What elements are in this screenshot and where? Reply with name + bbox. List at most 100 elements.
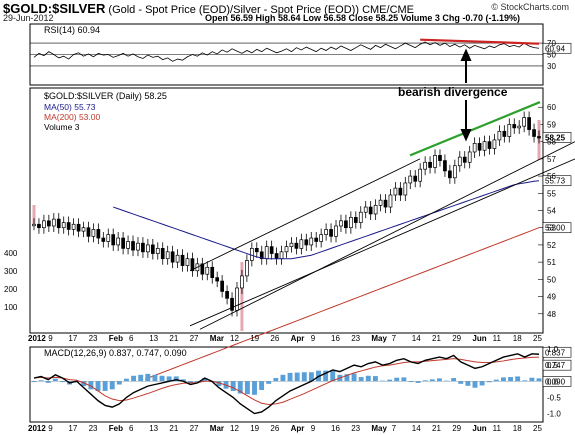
macd-histogram-bar [522, 380, 528, 382]
price-candle [472, 143, 477, 153]
macd-histogram-bar [230, 381, 236, 391]
macd-histogram-bar [351, 373, 357, 382]
price-candle [339, 220, 343, 227]
x-axis-label: Feb [109, 424, 123, 433]
price-candle [289, 242, 294, 247]
price-candle [220, 280, 224, 292]
macd-histogram-bar [180, 379, 186, 382]
date-label: 29-Jun-2012 [3, 13, 54, 23]
x-axis-label: Mar [210, 334, 224, 343]
channel-upper-line [189, 158, 421, 272]
price-candle [37, 223, 41, 229]
price-candle [51, 218, 56, 227]
x-axis-label: 18 [513, 424, 522, 433]
price-tick-label: 52 [547, 241, 556, 250]
price-candle [393, 187, 398, 196]
price-candle [512, 124, 517, 129]
price-candle [462, 156, 467, 163]
x-axis-label: 12 [230, 424, 239, 433]
macd-legend: MACD(12,26,9) 0.837, 0.747, 0.090 [44, 348, 187, 358]
price-candle [433, 155, 437, 168]
x-axis-label: 23 [351, 424, 360, 433]
chart-title: $GOLD:$SILVER (Gold - Spot Price (EOD)/S… [3, 2, 414, 16]
price-candle [230, 297, 234, 311]
price-candle [279, 251, 284, 260]
price-candle [121, 237, 125, 249]
macd-histogram-bar [415, 381, 421, 383]
rsi-badge-value: 60.94 [545, 44, 566, 53]
price-candle [116, 237, 121, 246]
price-candle [205, 266, 210, 275]
macd-histogram-bar [173, 376, 179, 382]
price-badge [542, 175, 572, 187]
price-candle [527, 117, 531, 130]
price-candle [443, 160, 447, 172]
price-tick-label: 58 [547, 138, 556, 147]
volume-bar [240, 262, 244, 331]
macd-histogram-bar [88, 381, 94, 390]
price-candle [358, 211, 363, 223]
trend-channel [189, 101, 575, 330]
price-candle [170, 251, 175, 263]
price-candle [269, 246, 274, 254]
price-legend: $GOLD:$SILVER (Daily) 58.25 [44, 91, 167, 101]
price-candle [185, 258, 190, 266]
price-candle [408, 175, 413, 184]
price-candle [136, 242, 140, 251]
macd-histogram-bar [408, 381, 414, 383]
macd-histogram-bar [145, 373, 151, 382]
x-axis-label: Jun [472, 334, 486, 343]
price-candle [175, 254, 180, 263]
price-tick-label: 49 [547, 293, 556, 302]
price-candle [299, 239, 304, 249]
x-axis-label: 14 [412, 334, 421, 343]
price-candle [111, 234, 116, 246]
x-axis-label: Apr [291, 334, 305, 343]
macd-histogram-bar [195, 381, 201, 383]
x-axis-label: 2012 [28, 424, 46, 433]
price-candle [284, 246, 289, 253]
x-axis-label: Apr [291, 424, 305, 433]
macd-histogram-bar [202, 378, 208, 382]
macd-series: 0.837 0.747 0.090 [31, 346, 572, 415]
volume-legend: Volume 3 [44, 122, 80, 132]
macd-histogram-bar [508, 377, 514, 382]
price-candle [438, 155, 442, 161]
macd-histogram-bar [102, 381, 108, 391]
x-axis-label: 11 [493, 424, 502, 433]
x-axis-label: 11 [493, 334, 502, 343]
price-candle [353, 217, 358, 223]
price-candle [304, 239, 309, 246]
macd-histogram-bar [380, 380, 385, 382]
macd-histogram-bar [529, 377, 535, 382]
macd-signal-line [33, 356, 540, 406]
x-axis-label: 9 [311, 424, 316, 433]
macd-histogram-bar [493, 379, 499, 382]
macd-histogram-bar [81, 381, 87, 387]
price-candle [522, 117, 526, 127]
macd-histogram-bar [330, 370, 336, 382]
price-candle [368, 206, 373, 215]
macd-histogram-bar [216, 381, 222, 387]
price-candle [319, 234, 324, 242]
macd-line [33, 353, 540, 415]
price-candle [32, 223, 36, 227]
x-axis-label: 21 [169, 334, 178, 343]
x-axis-label: 9 [311, 334, 316, 343]
rsi-divergence-line [420, 38, 540, 45]
macd-histogram-bar [500, 377, 506, 382]
price-candle [160, 248, 165, 260]
x-axis-label: Mar [210, 424, 224, 433]
macd-histogram-bar [458, 381, 464, 384]
macd-histogram-bar [287, 372, 293, 382]
x-axis-label: 16 [331, 424, 340, 433]
price-candle [448, 170, 452, 179]
price-candle [363, 206, 368, 213]
price-candle [47, 220, 51, 227]
volume-tick-label: 100 [4, 303, 18, 312]
price-tick-label: 48 [547, 310, 556, 319]
x-axis-label: 23 [89, 334, 98, 343]
macd-histogram-bar [244, 381, 250, 395]
macd-histogram-bar [444, 380, 449, 382]
